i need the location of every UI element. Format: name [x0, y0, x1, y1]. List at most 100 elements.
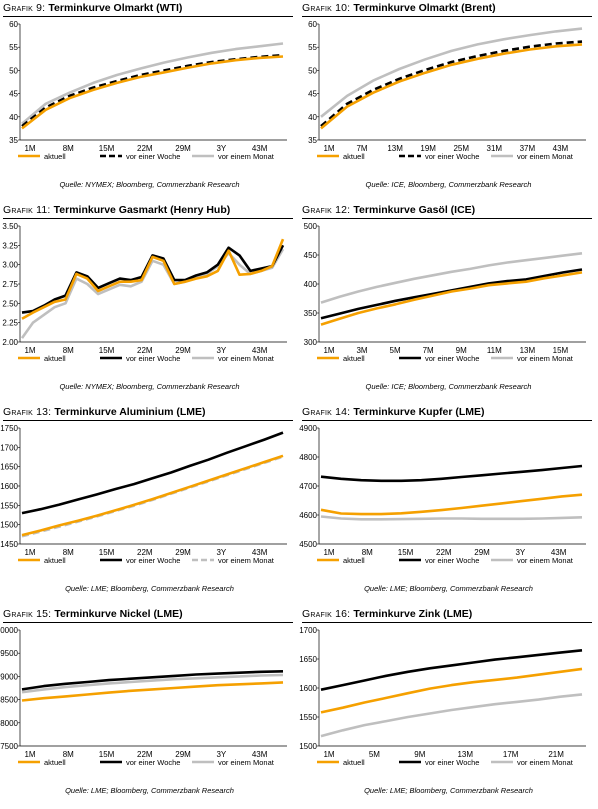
x-tick-label: 1M — [323, 750, 334, 759]
y-tick-label: 4600 — [299, 511, 317, 520]
y-tick-label: 1700 — [299, 626, 317, 635]
y-tick-label: 1750 — [0, 424, 18, 433]
grafik-label: Grafik — [3, 204, 33, 216]
x-tick-label: 22M — [137, 144, 153, 153]
x-tick-label: 5M — [369, 750, 380, 759]
source-note: Quelle: NYMEX; Bloomberg, Commerzbank Re… — [59, 382, 240, 391]
y-tick-label: 60 — [308, 20, 317, 29]
x-tick-label: 29M — [474, 548, 490, 557]
x-tick-label: 29M — [175, 548, 191, 557]
y-tick-label: 50 — [9, 66, 18, 75]
x-tick-label: 5M — [390, 346, 401, 355]
line-chart: 300 350 400 450 500 1M 3M 5M 7M 9M 11M 13M 15M aktuel… — [304, 222, 586, 363]
x-tick-label: 43M — [252, 750, 268, 759]
chart-title: Grafik 15: Terminkurve Nickel (LME) — [3, 608, 183, 620]
chart-panel: Grafik 12: Terminkurve Gasöl (ICE) 300 350… — [299, 202, 598, 404]
source-note: Quelle: ICE; Bloomberg, Commerzbank Rese… — [365, 382, 532, 391]
chart-panel: Grafik 15: Terminkurve Nickel (LME) 7500 8… — [0, 606, 299, 808]
x-tick-label: 15M — [99, 548, 115, 557]
y-tick-label: 450 — [304, 251, 318, 260]
legend-label: aktuell — [343, 354, 365, 363]
x-tick-label: 13M — [457, 750, 473, 759]
x-tick-label: 9M — [414, 750, 425, 759]
series-line-aktuell — [320, 43, 583, 130]
series-line-aktuell — [21, 681, 284, 702]
title-text: Terminkurve Zink (LME) — [353, 608, 473, 620]
title-text: Terminkurve Olmarkt (Brent) — [353, 2, 496, 14]
x-tick-label: 15M — [398, 548, 414, 557]
x-tick-label: 7M — [423, 346, 434, 355]
y-tick-label: 1600 — [299, 684, 317, 693]
grafik-label: Grafik — [302, 608, 332, 620]
legend-label: aktuell — [343, 556, 365, 565]
y-tick-label: 35 — [9, 136, 18, 145]
grafik-number: 12: — [331, 204, 354, 216]
series-line-vor-einem-monat — [21, 42, 284, 125]
x-tick-label: 25M — [453, 144, 469, 153]
legend-label: vor einem Monat — [218, 556, 275, 565]
y-tick-label: 4700 — [299, 482, 317, 491]
x-tick-label: 13M — [387, 144, 403, 153]
y-tick-label: 2.25 — [2, 319, 18, 328]
y-tick-label: 50 — [308, 66, 317, 75]
y-tick-label: 4900 — [299, 424, 317, 433]
grafik-label: Grafik — [302, 406, 332, 418]
source-note: Quelle: LME; Bloomberg, Commerzbank Rese… — [65, 786, 234, 795]
legend-label: aktuell — [44, 556, 66, 565]
grafik-number: 13: — [32, 406, 55, 418]
y-tick-label: 500 — [304, 222, 318, 231]
grafik-number: 14: — [331, 406, 354, 418]
title-rule — [3, 218, 293, 219]
legend-label: vor einem Monat — [517, 354, 574, 363]
line-chart: 35 40 45 50 55 60 1M 8M 15M 22M 29M 3Y 43M aktuell vor… — [9, 20, 287, 161]
y-tick-label: 2.50 — [2, 299, 18, 308]
line-chart: 1500 1550 1600 1650 1700 1M 5M 9M 13M 17M 21M aktue… — [299, 626, 586, 767]
chart-panel: Grafik 13: Terminkurve Aluminium (LME) 14… — [0, 404, 299, 606]
legend-label: aktuell — [44, 354, 66, 363]
source-note: Quelle: NYMEX; Bloomberg, Commerzbank Re… — [59, 180, 240, 189]
x-tick-label: 11M — [487, 346, 502, 355]
legend-label: vor einer Woche — [425, 556, 479, 565]
title-text: Terminkurve Olmarkt (WTI) — [48, 2, 183, 14]
chart-panel: Grafik 9: Terminkurve Olmarkt (WTI) 35 40 4… — [0, 0, 299, 202]
x-tick-label: 13M — [520, 346, 536, 355]
title-rule — [3, 16, 293, 17]
x-tick-label: 1M — [323, 548, 334, 557]
source-note: Quelle: LME; Bloomberg, Commerzbank Rese… — [65, 584, 234, 593]
series-line-vor-einer-woche — [320, 40, 583, 128]
x-tick-label: 3M — [356, 346, 367, 355]
grafik-number: 11: — [32, 204, 54, 216]
grafik-label: Grafik — [3, 406, 33, 418]
series-line-vor-einem-monat — [320, 693, 583, 738]
grafik-label: Grafik — [3, 2, 33, 14]
y-tick-label: 40 — [308, 113, 317, 122]
x-tick-label: 1M — [323, 346, 334, 355]
line-chart: 35 40 45 50 55 60 1M 7M 13M 19M 25M 31M 37M 43M aktuel… — [308, 20, 586, 161]
x-tick-label: 29M — [175, 346, 191, 355]
legend-label: vor einem Monat — [218, 152, 275, 161]
series-line-vor-einem-monat — [320, 252, 583, 304]
x-tick-label: 1M — [24, 144, 35, 153]
y-tick-label: 4500 — [299, 540, 317, 549]
legend-label: vor einer Woche — [425, 152, 479, 161]
series-line-aktuell — [21, 454, 284, 537]
x-tick-label: 17M — [503, 750, 519, 759]
x-tick-label: 7M — [356, 144, 367, 153]
legend-label: vor einem Monat — [218, 758, 275, 767]
x-tick-label: 1M — [24, 548, 35, 557]
x-tick-label: 43M — [553, 144, 569, 153]
y-tick-label: 10000 — [0, 626, 19, 635]
series-line-vor-einem-monat — [320, 515, 583, 521]
grafik-number: 9: — [32, 2, 49, 14]
y-tick-label: 35 — [308, 136, 317, 145]
y-tick-label: 1700 — [0, 443, 18, 452]
chart-title: Grafik 12: Terminkurve Gasöl (ICE) — [302, 204, 475, 216]
x-tick-label: 19M — [420, 144, 436, 153]
grafik-label: Grafik — [302, 2, 332, 14]
series-line-vor-einem-monat — [20, 248, 285, 339]
y-tick-label: 7500 — [0, 742, 18, 751]
y-tick-label: 1650 — [0, 463, 18, 472]
x-tick-label: 22M — [137, 750, 153, 759]
legend-label: aktuell — [44, 152, 66, 161]
title-rule — [302, 420, 592, 421]
